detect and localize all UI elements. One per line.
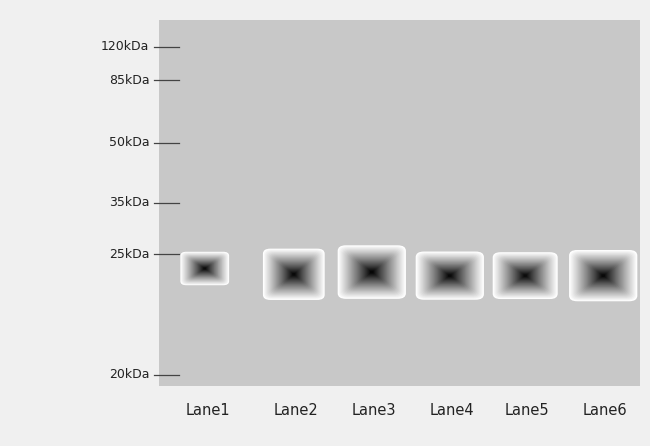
Text: 20kDa: 20kDa: [109, 368, 150, 381]
Text: Lane6: Lane6: [582, 403, 627, 418]
Text: Lane4: Lane4: [430, 403, 474, 418]
Text: 120kDa: 120kDa: [101, 40, 150, 54]
Text: Lane3: Lane3: [352, 403, 396, 418]
Text: Lane1: Lane1: [186, 403, 230, 418]
Text: Lane2: Lane2: [274, 403, 318, 418]
Text: Lane5: Lane5: [504, 403, 549, 418]
Text: 35kDa: 35kDa: [109, 196, 150, 210]
Text: 50kDa: 50kDa: [109, 136, 150, 149]
Text: 85kDa: 85kDa: [109, 74, 150, 87]
Text: 25kDa: 25kDa: [109, 248, 150, 261]
